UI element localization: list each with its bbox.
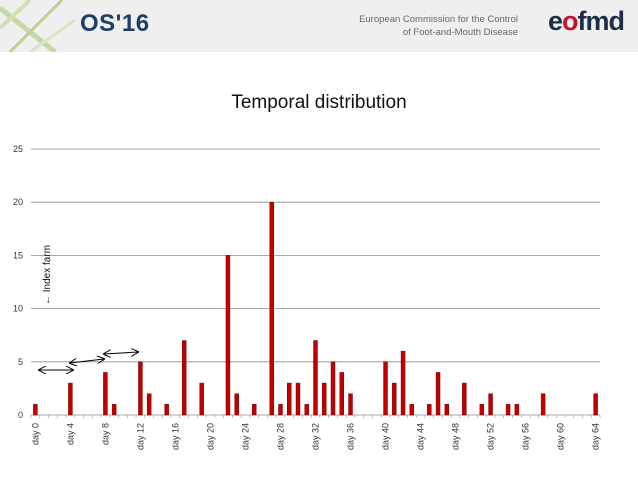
logo-prefix: e — [547, 6, 563, 36]
x-tick-label: day 36 — [346, 423, 356, 450]
bar — [181, 340, 187, 416]
y-tick-label: 5 — [18, 357, 23, 367]
eufmd-logo: eofmd — [547, 6, 625, 37]
bar — [287, 382, 292, 416]
bar — [304, 404, 309, 416]
bar — [111, 404, 117, 416]
y-tick-label: 20 — [13, 197, 23, 207]
x-tick-label: day 24 — [240, 423, 250, 450]
bar — [479, 404, 485, 416]
header-stripes-decoration — [0, 0, 76, 52]
bar — [400, 350, 406, 416]
x-tick-label: day 12 — [135, 423, 145, 450]
event-name: OS'16 — [80, 10, 150, 37]
bar — [444, 404, 450, 416]
y-tick-label: 25 — [13, 144, 23, 154]
bar — [164, 404, 169, 416]
logo-globe-letter: o — [562, 6, 578, 36]
x-tick-label: day 4 — [65, 423, 75, 445]
x-tick-label: day 0 — [30, 423, 40, 445]
bar — [278, 404, 283, 416]
period-arrow — [70, 359, 104, 363]
bar — [462, 382, 467, 416]
bar — [295, 382, 301, 416]
bar — [540, 393, 546, 416]
bar — [409, 404, 415, 416]
y-tick-label: 15 — [13, 250, 23, 260]
slide-header: OS'16 European Commission for the Contro… — [0, 0, 638, 52]
bar — [505, 404, 511, 416]
bar — [269, 201, 274, 416]
x-tick-label: day 56 — [521, 423, 531, 450]
bar — [322, 382, 327, 416]
bar — [593, 393, 598, 416]
organization-line-1: European Commission for the Control — [359, 14, 518, 25]
y-tick-label: 10 — [13, 304, 23, 314]
logo-suffix: fmd — [577, 6, 625, 36]
organization-line-2: of Foot-and-Mouth Disease — [402, 27, 518, 38]
bar — [435, 372, 441, 416]
bar — [514, 404, 520, 416]
x-tick-label: day 40 — [381, 423, 391, 450]
x-tick-label: day 32 — [311, 423, 321, 450]
bar — [33, 404, 38, 416]
bar — [68, 382, 73, 416]
x-tick-label: day 20 — [205, 423, 215, 450]
bar — [348, 393, 353, 416]
x-tick-label: day 16 — [170, 423, 180, 450]
x-tick-label: day 64 — [591, 423, 601, 450]
x-tick-label: day 8 — [100, 423, 110, 445]
bar — [199, 382, 204, 416]
organization-name: European Commission for the Control of F… — [359, 13, 518, 39]
bar — [339, 372, 344, 416]
x-tick-label: day 52 — [486, 423, 496, 450]
bar — [138, 361, 143, 416]
index-farm-annotation: ← Index farm — [42, 245, 53, 305]
bar — [383, 361, 388, 416]
bar — [330, 361, 336, 416]
bar — [252, 404, 257, 416]
period-arrow — [104, 352, 138, 354]
bar — [146, 393, 152, 416]
bar — [427, 404, 432, 416]
bar — [392, 382, 397, 416]
y-tick-label: 0 — [18, 410, 23, 420]
x-tick-label: day 44 — [416, 423, 426, 450]
x-tick-label: day 60 — [556, 423, 566, 450]
x-tick-label: day 48 — [451, 423, 461, 450]
bar — [103, 372, 108, 416]
bar — [225, 255, 231, 416]
x-tick-label: day 28 — [275, 423, 285, 450]
bar — [488, 393, 493, 416]
chart-title: Temporal distribution — [231, 92, 407, 113]
bar — [234, 393, 239, 416]
bar — [313, 340, 318, 416]
